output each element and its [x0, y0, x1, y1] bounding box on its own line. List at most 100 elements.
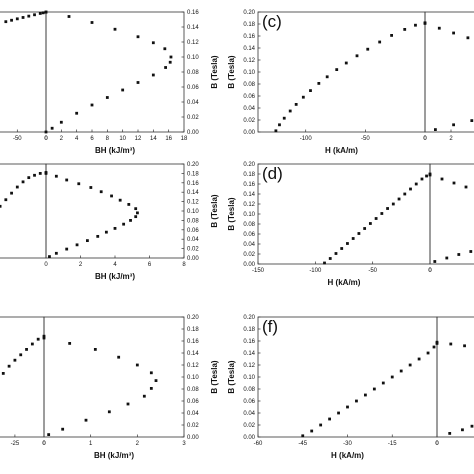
y-tick-label: 0.16: [187, 181, 199, 187]
data-point-right: [110, 194, 113, 198]
data-point-left: [414, 182, 418, 186]
y-tick-label: 0.04: [243, 411, 255, 417]
y-tick-label: 0.18: [243, 172, 255, 178]
data-point-right: [84, 418, 88, 422]
y-tick-label: 0.08: [187, 387, 199, 393]
x-tick-label: 2: [449, 136, 453, 142]
x-axis-title: BH (kJ/m³): [94, 451, 134, 460]
data-point-right: [86, 239, 89, 243]
panel-label: (f): [262, 317, 278, 336]
data-point-left: [425, 174, 428, 178]
data-point-left: [351, 237, 355, 240]
data-point-right: [42, 336, 46, 340]
y-axis-title: B (Tesla): [227, 197, 236, 231]
x-tick-label: 2: [79, 262, 83, 268]
data-point-left: [7, 364, 11, 368]
y-tick-label: 0.04: [187, 237, 199, 243]
y-tick-label: 0.02: [243, 423, 255, 429]
y-axis-title: B (Tesla): [210, 55, 219, 89]
x-tick-label: -25: [11, 441, 20, 447]
y-tick-label: 0.08: [243, 387, 255, 393]
data-point-left: [380, 212, 384, 215]
data-point-right: [134, 207, 138, 211]
x-tick-label: 10: [119, 136, 126, 142]
data-point-left: [364, 393, 367, 397]
y-tick-label: 0.02: [187, 115, 199, 121]
chart-panel-c: 0.00 0.02 0.04 0.06 0.08 0.10 0.12 0.14 0.16 0.18…: [227, 10, 474, 155]
x-tick-label: 0: [44, 136, 48, 142]
x-axis-title: BH (kJ/m³): [95, 272, 135, 281]
data-point-left: [10, 191, 13, 195]
data-point-right: [470, 119, 474, 122]
data-point-right: [61, 427, 65, 431]
data-point-left: [368, 222, 372, 225]
data-point-right: [117, 355, 121, 359]
data-point-left: [36, 337, 40, 341]
x-tick-label: 4: [113, 262, 117, 268]
y-tick-label: 0.04: [243, 242, 255, 248]
data-point-right: [423, 22, 427, 25]
data-point-left: [378, 40, 382, 44]
data-point-left: [344, 61, 348, 65]
data-point-right: [127, 203, 131, 206]
y-tick-label: 0.12: [187, 363, 199, 369]
data-point-left: [391, 202, 395, 206]
data-point-left: [328, 257, 332, 260]
data-point-left: [278, 123, 281, 127]
x-tick-label: 0: [428, 268, 432, 274]
data-point-right: [50, 126, 54, 130]
x-tick-label: -50: [368, 268, 377, 274]
data-point-left: [42, 334, 46, 338]
data-point-right: [68, 342, 72, 345]
data-points: [274, 21, 474, 133]
data-point-right: [75, 111, 79, 115]
data-point-left: [282, 116, 286, 120]
y-tick-label: 0.00: [187, 256, 199, 262]
data-point-left: [325, 75, 329, 79]
y-tick-label: 0.00: [187, 435, 199, 441]
right-plot-frame: [436, 316, 474, 438]
data-point-right: [122, 222, 126, 226]
data-point-left: [334, 252, 338, 255]
data-point-right: [67, 15, 71, 18]
x-tick-label: -15: [388, 441, 397, 447]
y-tick-label: 0.02: [243, 252, 255, 258]
x-tick-label: 12: [135, 136, 142, 142]
data-point-right: [96, 234, 100, 238]
data-point-right: [113, 27, 117, 31]
y-tick-label: 0.12: [243, 202, 255, 208]
left-plot-frame: [257, 316, 438, 438]
data-point-right: [434, 128, 437, 131]
data-point-left: [27, 176, 31, 180]
x-tick-label: 14: [150, 136, 157, 142]
x-tick-label: 4: [75, 136, 79, 142]
left-plot-frame: [257, 163, 431, 265]
data-point-left: [335, 68, 339, 71]
data-point-right: [457, 253, 461, 256]
data-points: [1, 334, 158, 436]
data-point-right: [89, 186, 93, 189]
data-point-right: [440, 177, 444, 181]
y-axis-title: B (Tesla): [227, 360, 236, 394]
x-tick-label: 0: [435, 441, 439, 447]
x-tick-label: 16: [165, 136, 172, 142]
data-point-right: [93, 348, 97, 351]
y-tick-label: 0.04: [243, 106, 255, 112]
x-tick-label: -60: [254, 441, 263, 447]
data-point-right: [149, 371, 153, 375]
data-point-right: [470, 424, 474, 428]
data-point-left: [357, 232, 361, 235]
y-tick-label: 0.16: [187, 339, 199, 345]
data-point-right: [437, 26, 441, 30]
data-point-right: [136, 211, 139, 215]
x-tick-label: -100: [309, 268, 322, 274]
x-tick-label: 3: [182, 441, 186, 447]
x-tick-label: 6: [148, 262, 152, 268]
data-point-right: [448, 432, 452, 435]
data-point-left: [381, 381, 385, 385]
data-point-left: [420, 177, 424, 181]
data-point-right: [107, 410, 111, 414]
data-point-right: [54, 174, 58, 178]
y-tick-label: 0.14: [187, 351, 199, 357]
data-points: [301, 340, 474, 438]
